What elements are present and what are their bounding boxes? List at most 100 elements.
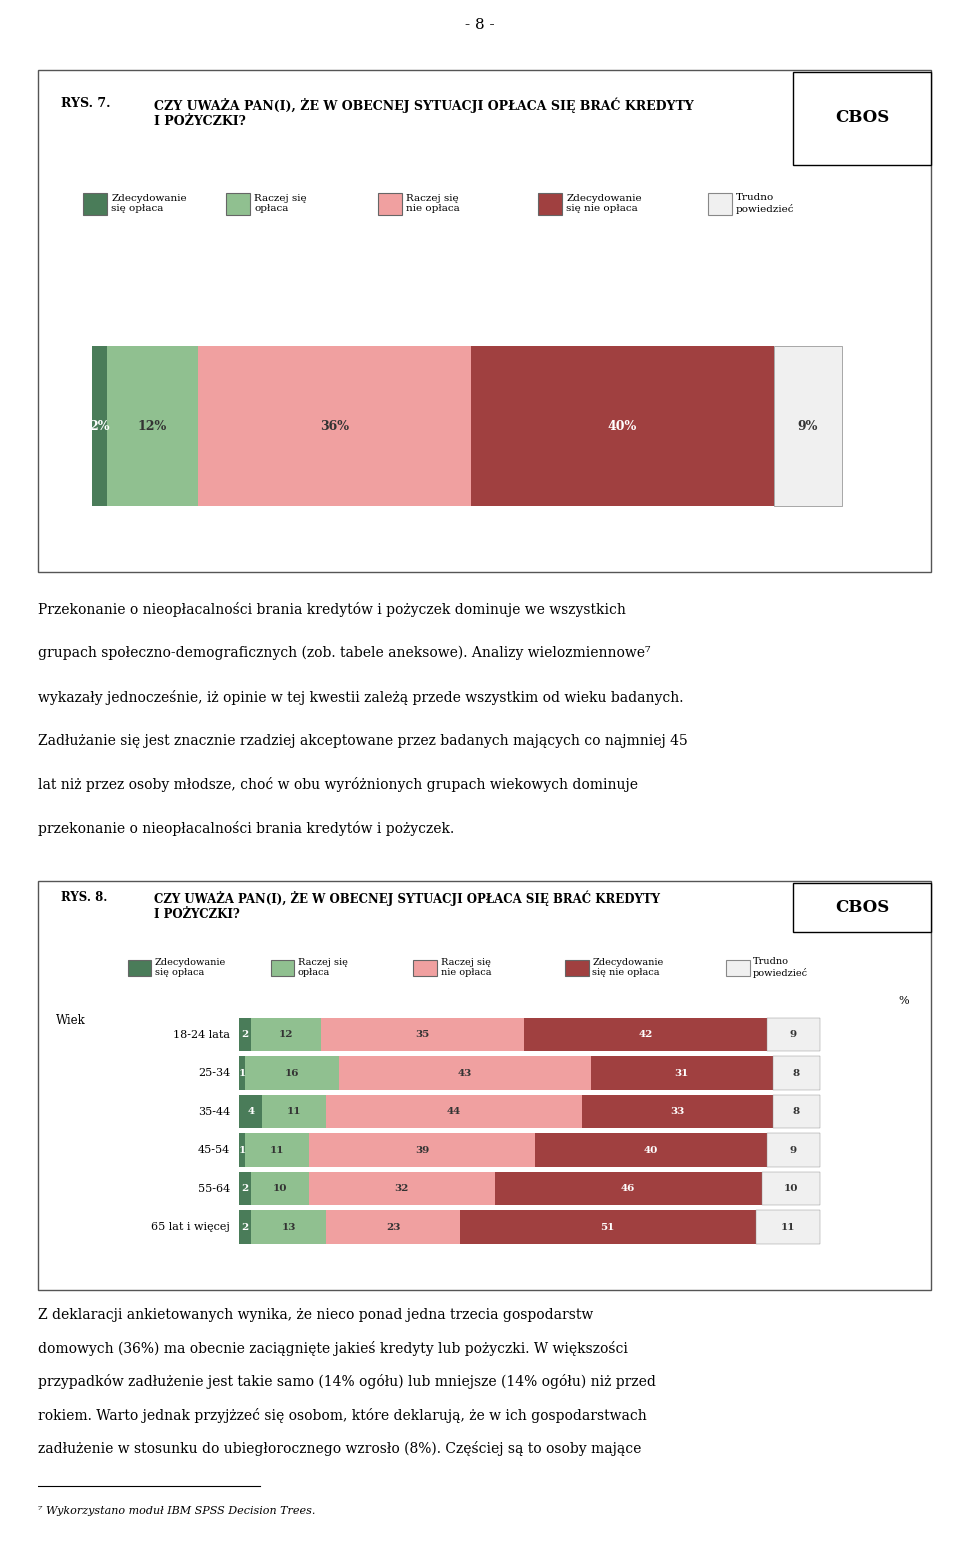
Text: 9%: 9% [798, 420, 818, 433]
Bar [309, 1134, 536, 1166]
Bar [239, 1134, 245, 1166]
Text: 13: 13 [281, 1222, 296, 1231]
Text: 10: 10 [273, 1183, 287, 1193]
FancyBboxPatch shape [793, 73, 931, 165]
Text: Trudno
powiedzieć: Trudno powiedzieć [753, 958, 808, 978]
Text: Zadłużanie się jest znacznie rzadziej akceptowane przez badanych mających co naj: Zadłużanie się jest znacznie rzadziej ak… [38, 734, 688, 748]
Text: 43: 43 [458, 1069, 472, 1077]
Bar [108, 346, 198, 507]
Text: Z deklaracji ankietowanych wynika, że nieco ponad jedna trzecia gospodarstw: Z deklaracji ankietowanych wynika, że ni… [38, 1307, 593, 1321]
Bar [414, 959, 437, 975]
Text: 2: 2 [242, 1183, 249, 1193]
Bar [251, 1210, 326, 1244]
Text: 23: 23 [386, 1222, 400, 1231]
Bar [326, 1210, 460, 1244]
Text: 40: 40 [644, 1145, 659, 1154]
Text: 4: 4 [248, 1108, 254, 1115]
Text: Zdecydowanie
się opłaca: Zdecydowanie się opłaca [155, 958, 226, 976]
Text: lat niż przez osoby młodsze, choć w obu wyróżnionych grupach wiekowych dominuje: lat niż przez osoby młodsze, choć w obu … [38, 777, 638, 793]
Bar [92, 346, 108, 507]
Text: przypadków zadłużenie jest takie samo (14% ogółu) lub mniejsze (14% ogółu) niż p: przypadków zadłużenie jest takie samo (1… [38, 1374, 657, 1389]
Text: 25-34: 25-34 [198, 1068, 230, 1078]
Text: 51: 51 [601, 1222, 615, 1231]
Text: 31: 31 [675, 1069, 689, 1077]
Bar [262, 1095, 326, 1128]
Text: 12: 12 [278, 1031, 293, 1040]
Text: 42: 42 [638, 1031, 653, 1040]
Text: 2%: 2% [89, 420, 109, 433]
Bar [539, 193, 563, 215]
Bar [251, 1018, 321, 1052]
Text: Raczej się
opłaca: Raczej się opłaca [254, 193, 306, 213]
Text: 40%: 40% [608, 420, 636, 433]
Text: 18-24 lata: 18-24 lata [174, 1029, 230, 1040]
Text: 9: 9 [790, 1031, 797, 1040]
Text: zadłużenie w stosunku do ubiegłorocznego wzrosło (8%). Częściej są to osoby mają: zadłużenie w stosunku do ubiegłorocznego… [38, 1441, 642, 1455]
Text: CZY UWAŻA PAN(I), ŻE W OBECNEJ SYTUACJI OPŁACA SIĘ BRAĆ KREDYTY
I POŻYCZKI?: CZY UWAŻA PAN(I), ŻE W OBECNEJ SYTUACJI … [155, 891, 660, 921]
Text: RYS. 8.: RYS. 8. [60, 891, 108, 904]
Text: 8: 8 [793, 1108, 800, 1115]
Text: 12%: 12% [138, 420, 167, 433]
Text: 35: 35 [415, 1031, 429, 1040]
Text: 39: 39 [415, 1145, 429, 1154]
Bar [128, 959, 152, 975]
Bar [326, 1095, 582, 1128]
Bar [761, 1171, 820, 1205]
Text: %: % [899, 995, 909, 1006]
Bar [591, 1057, 773, 1089]
Text: ⁷ Wykorzystano moduł IBM SPSS Decision Trees.: ⁷ Wykorzystano moduł IBM SPSS Decision T… [38, 1506, 316, 1516]
Text: grupach społeczno-demograficznych (zob. tabele aneksowe). Analizy wielozmiennowe: grupach społeczno-demograficznych (zob. … [38, 646, 651, 660]
Text: 55-64: 55-64 [198, 1183, 230, 1194]
Text: 65 lat i więcej: 65 lat i więcej [152, 1222, 230, 1231]
Bar [84, 193, 108, 215]
Bar [339, 1057, 591, 1089]
Text: 9: 9 [790, 1145, 797, 1154]
Text: Wiek: Wiek [57, 1014, 86, 1027]
Bar [271, 959, 295, 975]
Text: 45-54: 45-54 [198, 1145, 230, 1156]
Text: 36%: 36% [320, 420, 348, 433]
Text: 11: 11 [287, 1108, 301, 1115]
Text: - 8 -: - 8 - [466, 19, 494, 32]
Bar [756, 1210, 820, 1244]
Text: 10: 10 [783, 1183, 798, 1193]
Bar [239, 1018, 251, 1052]
Text: 46: 46 [621, 1183, 636, 1193]
Text: Raczej się
nie opłaca: Raczej się nie opłaca [406, 193, 460, 213]
Text: RYS. 7.: RYS. 7. [60, 97, 110, 110]
Text: Raczej się
nie opłaca: Raczej się nie opłaca [441, 958, 491, 976]
Bar [245, 1134, 309, 1166]
Bar [460, 1210, 756, 1244]
Bar [708, 193, 732, 215]
Bar [198, 346, 470, 507]
Bar [494, 1171, 761, 1205]
Text: CBOS: CBOS [835, 108, 889, 125]
Text: Przekonanie o nieopłacalności brania kredytów i pożyczek dominuje we wszystkich: Przekonanie o nieopłacalności brania kre… [38, 601, 626, 616]
Bar [767, 1134, 820, 1166]
Text: 1: 1 [239, 1069, 246, 1077]
Text: Zdecydowanie
się nie opłaca: Zdecydowanie się nie opłaca [566, 193, 642, 213]
Bar [226, 193, 250, 215]
Text: Zdecydowanie
się nie opłaca: Zdecydowanie się nie opłaca [592, 958, 663, 976]
Text: rokiem. Warto jednak przyjżzeć się osobom, które deklarują, że w ich gospodarstw: rokiem. Warto jednak przyjżzeć się osobo… [38, 1407, 647, 1423]
Bar [239, 1171, 251, 1205]
Bar [565, 959, 588, 975]
Text: 2: 2 [242, 1031, 249, 1040]
Text: wykazały jednocześnie, iż opinie w tej kwestii zależą przede wszystkim od wieku : wykazały jednocześnie, iż opinie w tej k… [38, 689, 684, 705]
Text: 11: 11 [270, 1145, 284, 1154]
Text: 1: 1 [238, 1145, 246, 1154]
Bar [470, 346, 774, 507]
Bar [773, 1095, 820, 1128]
Bar [582, 1095, 773, 1128]
Bar [245, 1057, 339, 1089]
Bar [773, 1057, 820, 1089]
Bar [309, 1171, 494, 1205]
Text: 44: 44 [446, 1108, 461, 1115]
FancyBboxPatch shape [793, 882, 931, 932]
Text: 35-44: 35-44 [198, 1106, 230, 1117]
Text: Zdecydowanie
się opłaca: Zdecydowanie się opłaca [111, 193, 187, 213]
Text: Raczej się
opłaca: Raczej się opłaca [298, 958, 348, 976]
Bar [239, 1057, 245, 1089]
Bar [774, 346, 842, 507]
Text: Trudno
powiedzieć: Trudno powiedzieć [736, 193, 795, 213]
